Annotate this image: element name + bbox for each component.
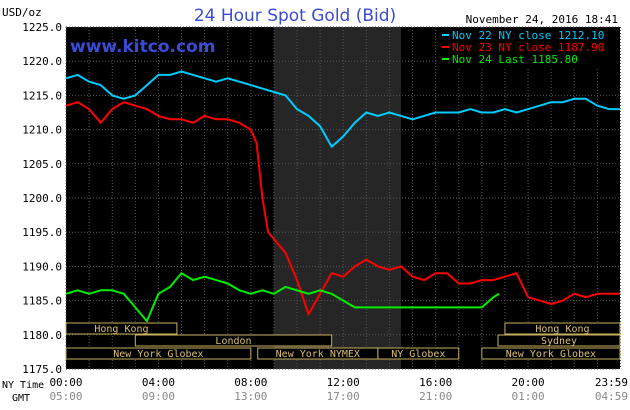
x-tick-label-ny: 08:00 (234, 376, 267, 389)
session-label: Hong Kong (94, 324, 148, 335)
series-line (65, 70, 620, 148)
session-box (377, 347, 460, 360)
grid (65, 26, 621, 370)
session-label: Sydney (541, 336, 577, 347)
y-tick-label: 1190.0 (22, 260, 62, 273)
series-line (65, 272, 500, 323)
x-tick-label-gmt: 05:00 (49, 390, 82, 403)
x-tick-label-ny: 00:00 (49, 376, 82, 389)
series-line (65, 101, 620, 316)
timestamp: November 24, 2016 18:41 (466, 13, 618, 26)
y-axis-ticks: 1225.0 1220.0 1215.0 1210.0 1205.0 1200.0 1195… (22, 21, 62, 376)
session-box (134, 334, 333, 347)
session-box (65, 322, 178, 335)
watermark: www.kitco.com (70, 37, 215, 57)
x-tick-label-ny: 04:00 (142, 376, 175, 389)
y-tick-label: 1200.0 (22, 192, 62, 205)
series-lines (65, 70, 620, 323)
session-box (497, 334, 621, 347)
legend-entry: Nov 22 NY close 1212.10 (452, 29, 604, 42)
session-box (65, 347, 252, 360)
legend-box (438, 28, 619, 67)
y-tick-label: 1210.0 (22, 124, 62, 137)
legend-entry: Nov 24 Last 1185.80 (452, 53, 578, 66)
gmt-label: GMT (12, 393, 30, 404)
session-label: New York Globex (113, 349, 203, 360)
session-label: NY Globex (391, 349, 445, 360)
x-tick-label-gmt: 17:00 (327, 390, 360, 403)
y-tick-label: 1195.0 (22, 226, 62, 239)
legend-entry: Nov 23 NY close 1187.90 (452, 41, 604, 54)
x-tick-label-gmt: 01:00 (511, 390, 544, 403)
y-tick-label: 1215.0 (22, 89, 62, 102)
market-sessions: Hong Kong London New York Globex New York N… (65, 322, 621, 360)
y-axis-label: USD/oz (2, 6, 42, 19)
y-tick-label: 1185.0 (22, 295, 62, 308)
y-tick-label: 1175.0 (22, 363, 62, 376)
session-label: New York Globex (506, 349, 596, 360)
session-label: London (215, 336, 251, 347)
chart-title: 24 Hour Spot Gold (Bid) (194, 6, 396, 26)
y-tick-label: 1180.0 (22, 329, 62, 342)
y-tick-label: 1225.0 (22, 21, 62, 34)
x-tick-label-ny: 12:00 (327, 376, 360, 389)
x-tick-label-ny: 20:00 (511, 376, 544, 389)
x-tick-label-gmt: 13:00 (234, 390, 267, 403)
ny-time-label: NY Time (2, 380, 44, 391)
x-tick-label-gmt: 21:00 (419, 390, 452, 403)
y-tick-label: 1220.0 (22, 55, 62, 68)
session-label: New York NYMEX (276, 349, 360, 360)
x-tick-label-gmt: 09:00 (142, 390, 175, 403)
x-tick-label-ny: 23:59 (595, 376, 628, 389)
shaded-market-hours (273, 27, 401, 369)
x-tick-label-gmt: 04:59 (595, 390, 628, 403)
session-label: Hong Kong (535, 324, 589, 335)
y-tick-label: 1205.0 (22, 158, 62, 171)
session-box (481, 347, 621, 360)
session-box (504, 322, 621, 335)
x-tick-label-ny: 16:00 (419, 376, 452, 389)
